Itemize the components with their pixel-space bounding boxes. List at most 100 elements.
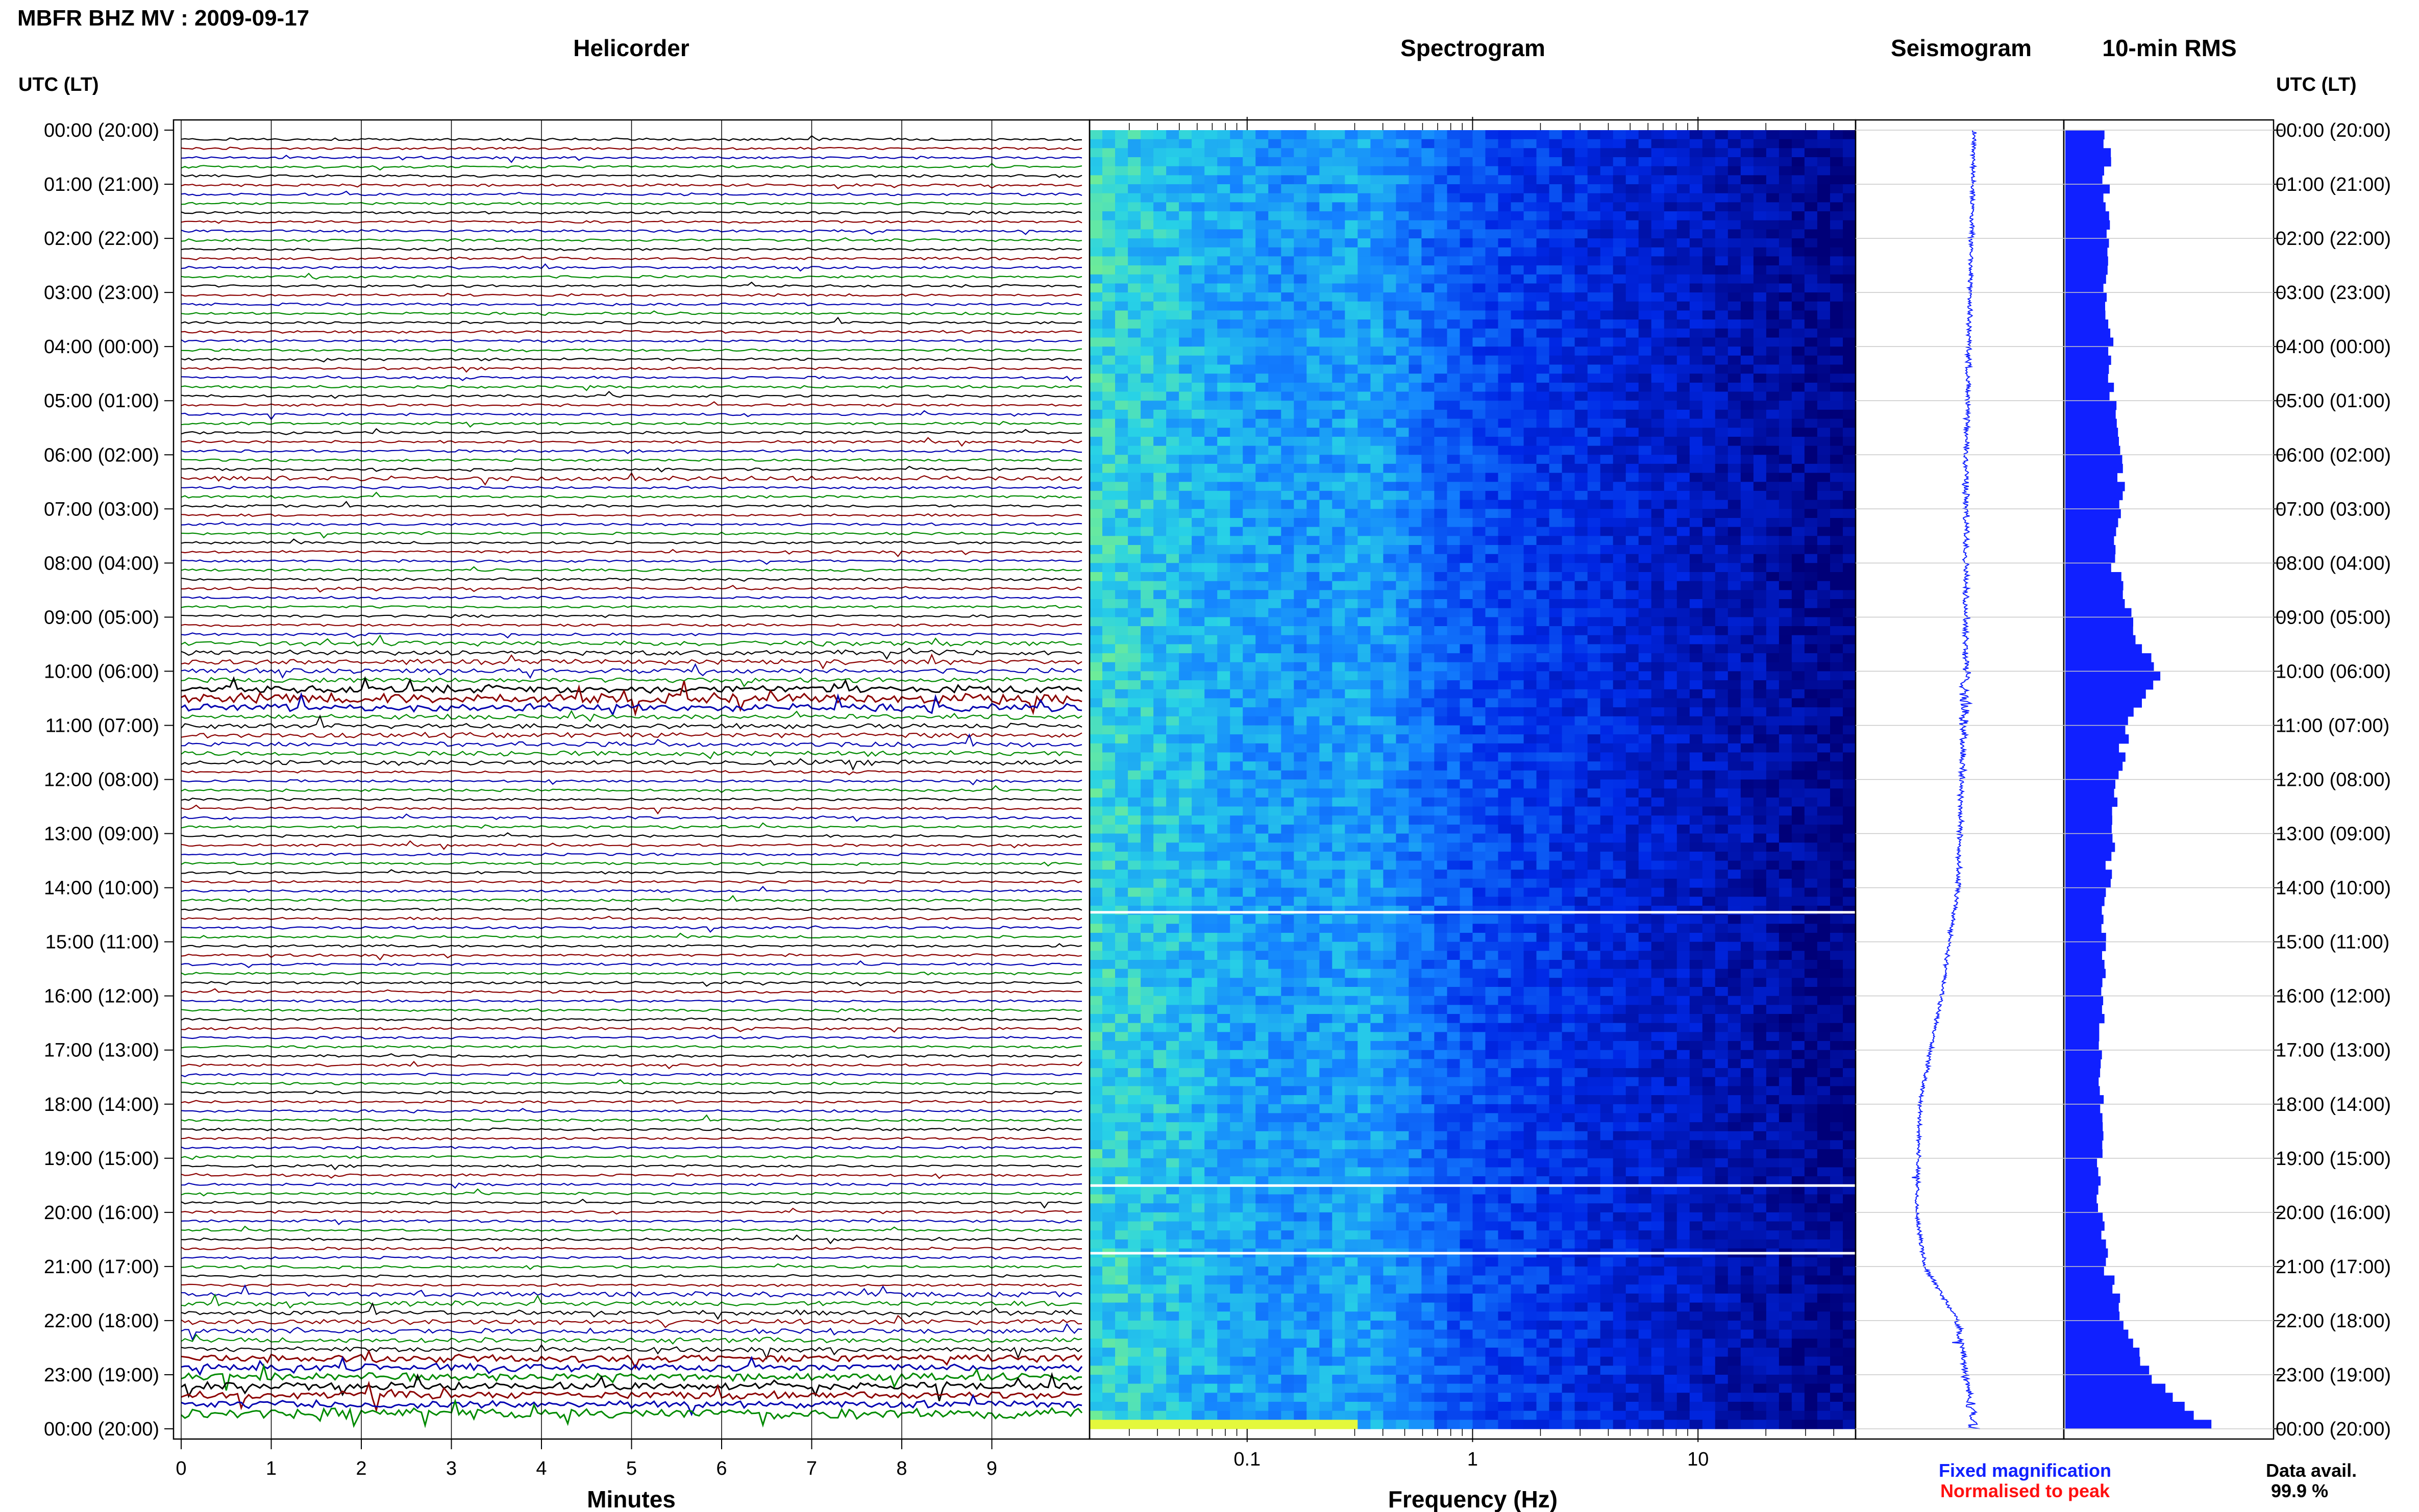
spectrogram-cell <box>1702 797 1716 807</box>
spectrogram-cell <box>1523 500 1537 509</box>
spectrogram-cell <box>1153 220 1167 230</box>
spectrogram-cell <box>1523 707 1537 717</box>
spectrogram-cell <box>1472 554 1486 563</box>
spectrogram-cell <box>1600 157 1614 167</box>
spectrogram-cell <box>1574 274 1588 284</box>
spectrogram-cell <box>1153 401 1167 410</box>
spectrogram-cell <box>1817 725 1831 735</box>
spectrogram-cell <box>1587 184 1601 194</box>
spectrogram-cell <box>1128 490 1141 501</box>
spectrogram-cell <box>1166 797 1179 807</box>
spectrogram-cell <box>1102 130 1116 140</box>
spectrogram-cell <box>1460 752 1473 762</box>
spectrogram-cell <box>1727 436 1741 447</box>
spectrogram-cell <box>1447 770 1461 780</box>
spectrogram-cell <box>1613 292 1626 302</box>
spectrogram-cell <box>1434 418 1447 428</box>
spectrogram-cell <box>1447 256 1461 266</box>
spectrogram-cell <box>1204 229 1218 239</box>
spectrogram-cell <box>1396 815 1409 825</box>
spectrogram-cell <box>1332 229 1345 239</box>
spectrogram-cell <box>1727 490 1741 501</box>
spectrogram-cell <box>1536 590 1550 600</box>
spectrogram-cell <box>1843 563 1856 573</box>
spectrogram-cell <box>1460 842 1473 852</box>
spectrogram-cell <box>1090 779 1103 789</box>
spectrogram-cell <box>1179 833 1192 843</box>
spectrogram-cell <box>1383 572 1396 582</box>
spectrogram-cell <box>1664 346 1677 356</box>
rms-title: 10-min RMS <box>2102 35 2236 61</box>
spectrogram-cell <box>1204 283 1218 293</box>
spectrogram-cell <box>1153 842 1167 852</box>
spectrogram-cell <box>1689 319 1703 329</box>
spectrogram-cell <box>1804 752 1818 762</box>
spectrogram-cell <box>1625 725 1639 735</box>
spectrogram-cell <box>1345 391 1358 401</box>
spectrogram-cell <box>1204 545 1218 555</box>
spectrogram-cell <box>1294 157 1307 167</box>
spectrogram-cell <box>1804 698 1818 708</box>
spectrogram-cell <box>1434 265 1447 275</box>
spectrogram-cell <box>1217 256 1230 266</box>
spectrogram-cell <box>1715 806 1729 816</box>
spectrogram-cell <box>1383 283 1396 293</box>
spectrogram-cell <box>1409 563 1422 573</box>
spectrogram-cell <box>1766 842 1780 852</box>
spectrogram-cell <box>1613 130 1626 140</box>
spectrogram-cell <box>1511 536 1524 546</box>
spectrogram-cell <box>1536 445 1550 455</box>
spectrogram-cell <box>1243 247 1256 257</box>
spectrogram-cell <box>1243 833 1256 843</box>
spectrogram-cell <box>1740 328 1754 338</box>
spectrogram-cell <box>1485 617 1499 627</box>
spectrogram-cell <box>1587 770 1601 780</box>
spectrogram-cell <box>1281 635 1294 645</box>
spectrogram-cell <box>1357 644 1371 654</box>
spectrogram-cell <box>1153 346 1167 356</box>
spectrogram-cell <box>1715 797 1729 807</box>
spectrogram-cell <box>1141 671 1154 681</box>
spectrogram-cell <box>1613 671 1626 681</box>
spectrogram-cell <box>1383 680 1396 690</box>
spectrogram-cell <box>1727 671 1741 681</box>
spectrogram-cell <box>1511 608 1524 617</box>
spectrogram-cell <box>1204 319 1218 329</box>
spectrogram-cell <box>1217 644 1230 654</box>
spectrogram-cell <box>1230 824 1243 834</box>
spectrogram-cell <box>1651 256 1665 266</box>
spectrogram-cell <box>1485 355 1499 365</box>
spectrogram-cell <box>1166 166 1179 176</box>
spectrogram-cell <box>1727 175 1741 185</box>
spectrogram-cell <box>1625 193 1639 203</box>
spectrogram-cell <box>1383 797 1396 807</box>
spectrogram-cell <box>1727 428 1741 437</box>
spectrogram-cell <box>1243 599 1256 609</box>
spectrogram-cell <box>1830 527 1843 536</box>
spectrogram-cell <box>1727 482 1741 491</box>
spectrogram-cell <box>1511 599 1524 609</box>
spectrogram-cell <box>1523 211 1537 221</box>
right-axis-header: UTC (LT) <box>2276 74 2357 95</box>
spectrogram-cell <box>1638 184 1652 194</box>
spectrogram-cell <box>1192 815 1205 825</box>
spectrogram-cell <box>1791 428 1805 437</box>
spectrogram-cell <box>1102 644 1116 654</box>
spectrogram-cell <box>1090 256 1103 266</box>
spectrogram-cell <box>1472 256 1486 266</box>
spectrogram-cell <box>1536 157 1550 167</box>
spectrogram-cell <box>1294 734 1307 744</box>
spectrogram-cell <box>1217 401 1230 410</box>
spectrogram-cell <box>1804 743 1818 753</box>
spectrogram-cell <box>1536 806 1550 816</box>
spectrogram-cell <box>1676 436 1690 447</box>
spectrogram-cell <box>1651 364 1665 374</box>
spectrogram-cell <box>1766 482 1780 491</box>
spectrogram-cell <box>1715 409 1729 419</box>
spectrogram-cell <box>1843 788 1856 798</box>
spectrogram-cell <box>1090 175 1103 185</box>
spectrogram-cell <box>1153 770 1167 780</box>
spectrogram-cell <box>1638 374 1652 383</box>
spectrogram-cell <box>1396 806 1409 816</box>
